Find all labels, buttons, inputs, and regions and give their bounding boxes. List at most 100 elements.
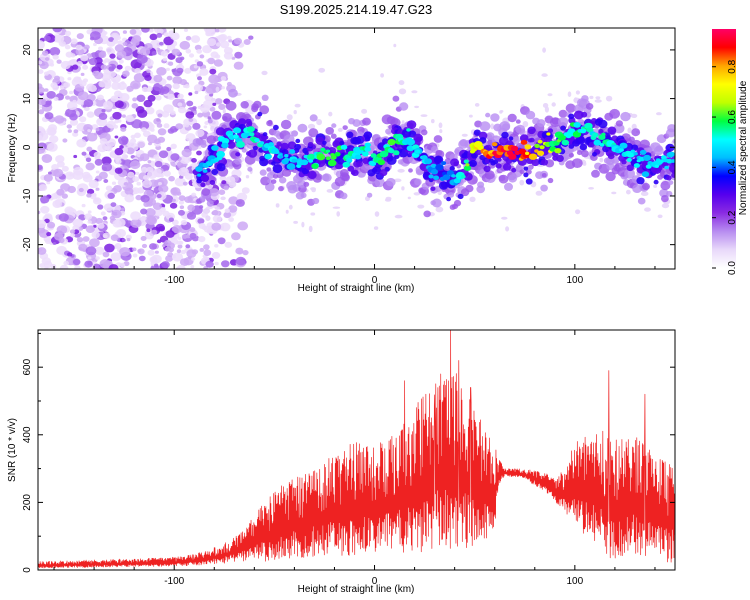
- ridge-mid: [547, 128, 554, 133]
- noise-blob: [213, 59, 223, 67]
- ridge-core: [593, 139, 602, 146]
- ridge-halo: [525, 110, 536, 120]
- noise-blob: [56, 59, 62, 64]
- noise-blob: [51, 164, 59, 171]
- ridge-core: [279, 155, 284, 159]
- ridge-core: [340, 144, 348, 150]
- noise-blob: [413, 192, 421, 196]
- noise-blob: [243, 39, 251, 45]
- noise-blob: [197, 112, 204, 118]
- noise-blob: [94, 197, 99, 202]
- ridge-mid: [200, 174, 210, 182]
- ridge-core: [528, 153, 538, 160]
- noise-blob: [184, 123, 190, 128]
- noise-blob: [110, 252, 122, 262]
- noise-blob: [78, 214, 86, 221]
- ridge-core: [308, 159, 314, 163]
- noise-blob: [209, 68, 217, 75]
- noise-blob: [154, 160, 163, 168]
- noise-blob: [52, 54, 59, 60]
- noise-blob: [72, 258, 81, 266]
- snr-line: [38, 330, 675, 569]
- ridge-mid: [607, 126, 617, 135]
- ridge-halo: [278, 186, 284, 192]
- ridge-core: [601, 132, 606, 137]
- noise-blob: [50, 264, 57, 269]
- ridge-mid: [579, 143, 588, 151]
- noise-blob: [141, 86, 149, 92]
- noise-blob: [181, 148, 192, 158]
- noise-blob: [178, 195, 186, 202]
- ridge-halo: [632, 184, 642, 194]
- ridge-halo: [581, 150, 589, 158]
- noise-blob: [172, 198, 176, 202]
- noise-blob: [261, 70, 268, 76]
- ridge-core: [537, 139, 543, 144]
- noise-blob: [87, 220, 92, 224]
- ridge-mid: [653, 179, 659, 185]
- noise-blob: [141, 127, 147, 133]
- ridge-mid: [519, 134, 529, 143]
- snr-y-axis-label: SNR (10 * v/v): [7, 418, 18, 482]
- ridge-halo: [536, 119, 546, 128]
- ridge-halo: [591, 169, 600, 178]
- noise-blob: [138, 121, 150, 130]
- noise-blob: [160, 174, 164, 178]
- x-tick-label: -100: [164, 275, 184, 286]
- ridge-mid: [607, 153, 615, 160]
- ridge-core: [431, 169, 438, 175]
- noise-blob: [44, 88, 49, 92]
- noise-blob: [86, 132, 98, 142]
- noise-blob: [286, 114, 293, 121]
- ridge-mid: [523, 172, 529, 178]
- noise-blob: [54, 232, 64, 241]
- noise-blob: [326, 189, 334, 193]
- noise-blob: [167, 93, 175, 100]
- noise-blob: [148, 28, 154, 33]
- noise-blob: [95, 127, 100, 132]
- noise-blob: [209, 106, 216, 112]
- noise-blob: [47, 221, 56, 229]
- noise-blob: [171, 254, 176, 259]
- noise-blob: [197, 145, 202, 150]
- noise-blob: [98, 46, 103, 51]
- ridge-core: [259, 141, 265, 145]
- ridge-mid: [469, 160, 477, 167]
- noise-blob: [46, 181, 51, 185]
- ridge-halo: [211, 110, 222, 120]
- noise-blob: [235, 199, 245, 207]
- noise-blob: [226, 35, 232, 40]
- noise-blob: [132, 176, 140, 182]
- ridge-halo: [565, 103, 576, 113]
- ridge-mid: [573, 110, 584, 120]
- noise-blob: [76, 60, 83, 67]
- ridge-mid: [453, 161, 459, 167]
- noise-blob: [202, 45, 212, 54]
- ridge-core: [463, 159, 469, 164]
- noise-blob: [196, 150, 202, 156]
- noise-blob: [205, 31, 212, 37]
- ridge-halo: [260, 176, 271, 186]
- noise-blob: [175, 123, 183, 130]
- ridge-mid: [626, 164, 634, 172]
- noise-blob: [177, 236, 182, 240]
- ridge-mid: [636, 177, 645, 185]
- noise-blob: [41, 257, 51, 265]
- noise-blob: [542, 47, 546, 53]
- noise-blob: [163, 36, 174, 46]
- noise-blob: [101, 108, 106, 113]
- ridge-halo: [423, 210, 432, 218]
- ridge-core: [586, 127, 594, 133]
- noise-blob: [143, 175, 150, 181]
- ridge-core: [424, 158, 432, 165]
- ridge-halo: [385, 128, 392, 135]
- ridge-core: [268, 142, 274, 147]
- ridge-core: [202, 169, 208, 173]
- noise-blob: [124, 187, 134, 195]
- noise-blob: [190, 35, 201, 43]
- ridge-mid: [394, 154, 400, 160]
- noise-blob: [191, 192, 197, 197]
- noise-blob: [214, 261, 219, 266]
- noise-blob: [150, 39, 161, 49]
